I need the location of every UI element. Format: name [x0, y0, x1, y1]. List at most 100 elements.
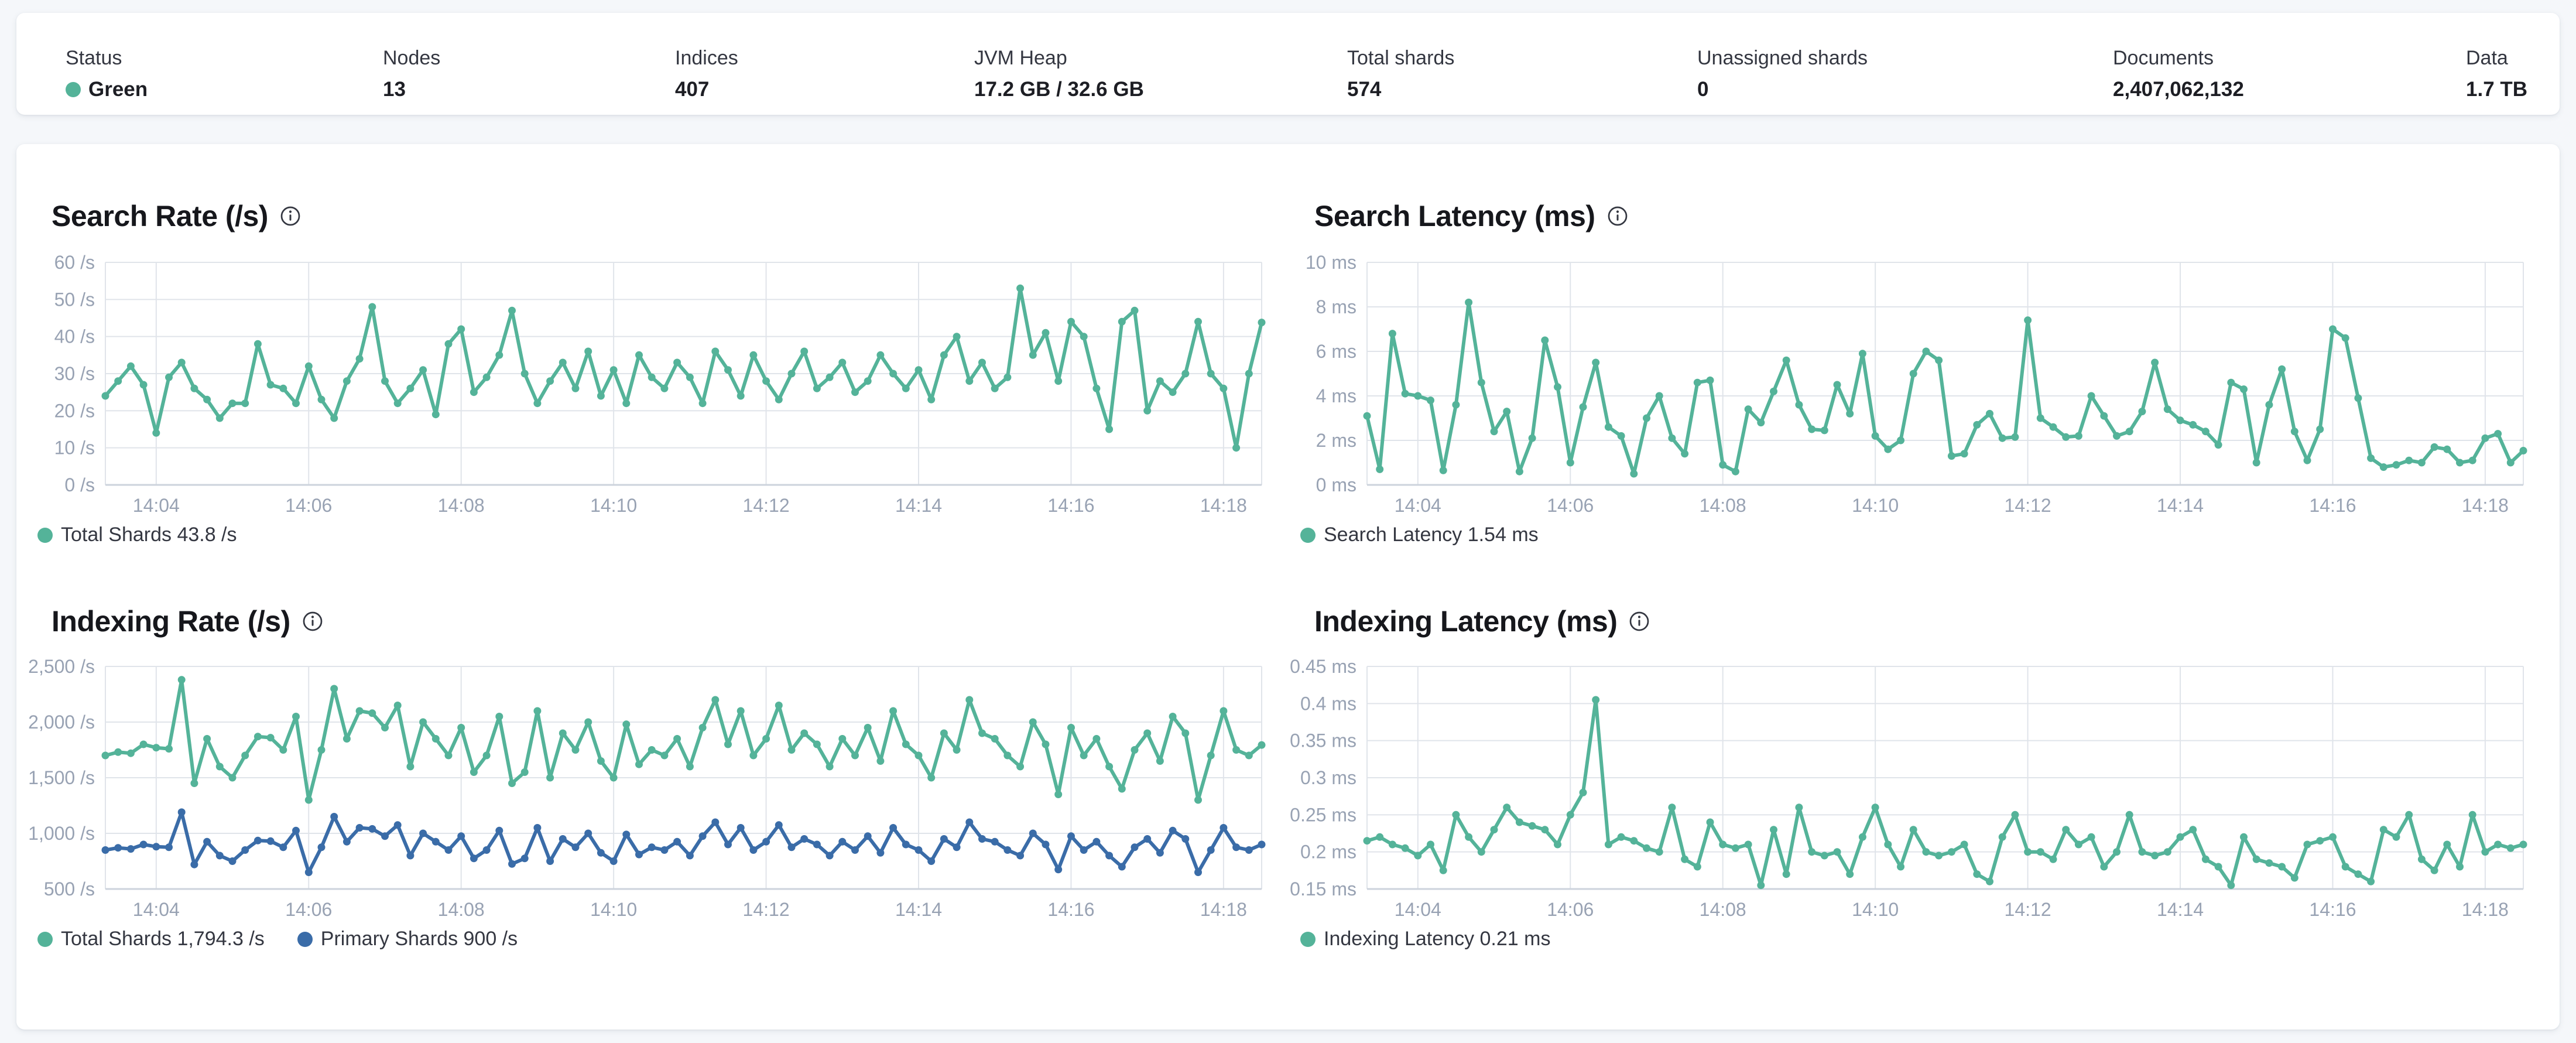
svg-text:14:14: 14:14 — [2157, 899, 2204, 920]
svg-text:30 /s: 30 /s — [54, 363, 95, 384]
svg-text:0 /s: 0 /s — [64, 474, 95, 495]
svg-text:60 /s: 60 /s — [54, 252, 95, 273]
svg-text:14:16: 14:16 — [1047, 495, 1094, 516]
legend-item[interactable]: Indexing Latency 0.21 ms — [1300, 928, 1550, 950]
svg-text:2 ms: 2 ms — [1316, 430, 1356, 451]
svg-text:50 /s: 50 /s — [54, 289, 95, 310]
search-latency-section: Search Latency (ms) — [1314, 199, 1628, 233]
svg-text:8 ms: 8 ms — [1316, 296, 1356, 317]
svg-text:2,500 /s: 2,500 /s — [28, 656, 95, 677]
svg-text:0.3 ms: 0.3 ms — [1300, 767, 1356, 788]
stat-value: 17.2 GB / 32.6 GB — [974, 78, 1144, 101]
info-icon[interactable] — [280, 206, 301, 227]
legend-dot-icon — [37, 527, 53, 543]
svg-text:14:06: 14:06 — [285, 899, 332, 920]
svg-text:14:10: 14:10 — [1852, 899, 1899, 920]
svg-text:14:14: 14:14 — [2157, 495, 2204, 516]
legend-item[interactable]: Search Latency 1.54 ms — [1300, 524, 1539, 546]
stat-jvm-heap: JVM Heap 17.2 GB / 32.6 GB — [974, 47, 1144, 101]
svg-text:14:18: 14:18 — [2462, 495, 2509, 516]
legend-label: Total Shards 1,794.3 /s — [61, 928, 265, 950]
stat-nodes: Nodes 13 — [383, 47, 440, 101]
indexing-latency-section: Indexing Latency (ms) — [1314, 604, 1650, 638]
health-status-dot-icon — [66, 82, 81, 97]
svg-text:40 /s: 40 /s — [54, 326, 95, 347]
legend-dot-icon — [37, 931, 53, 947]
stat-label: Nodes — [383, 47, 441, 69]
svg-text:14:06: 14:06 — [1547, 495, 1594, 516]
svg-text:14:12: 14:12 — [743, 495, 790, 516]
stat-indices: Indices 407 — [675, 47, 738, 101]
svg-text:14:18: 14:18 — [1200, 899, 1247, 920]
svg-text:2,000 /s: 2,000 /s — [28, 712, 95, 733]
stat-unassigned-shards: Unassigned shards 0 — [1697, 47, 1868, 101]
svg-text:14:08: 14:08 — [438, 495, 485, 516]
info-icon[interactable] — [1607, 206, 1628, 227]
svg-text:14:04: 14:04 — [1395, 495, 1441, 516]
svg-text:14:10: 14:10 — [590, 495, 637, 516]
stat-value: 574 — [1347, 78, 1382, 101]
indexing-latency-chart-canvas[interactable]: 0.15 ms 0.2 ms 0.25 ms 0.3 ms 0.35 ms 0.4 ms 0… — [1278, 655, 2530, 921]
svg-text:14:06: 14:06 — [1547, 899, 1594, 920]
legend-label: Indexing Latency 0.21 ms — [1324, 928, 1551, 950]
stat-label: Status — [66, 47, 122, 69]
svg-text:0.4 ms: 0.4 ms — [1300, 693, 1356, 714]
stat-label: Documents — [2113, 47, 2214, 69]
svg-text:4 ms: 4 ms — [1316, 385, 1356, 406]
svg-text:14:08: 14:08 — [1700, 495, 1746, 516]
stat-data: Data 1.7 TB — [2466, 47, 2527, 101]
svg-text:1,000 /s: 1,000 /s — [28, 823, 95, 844]
svg-text:14:14: 14:14 — [895, 899, 942, 920]
charts-panel: Search Rate (/s) 0 /s 10 /s 20 /s 30 /s 40 /… — [16, 144, 2560, 1030]
indexing-rate-chart-canvas[interactable]: 500 /s 1,000 /s 1,500 /s 2,000 /s 2,500 /s 14… — [16, 655, 1269, 921]
svg-text:14:16: 14:16 — [1047, 899, 1094, 920]
chart-title-indexing-latency: Indexing Latency (ms) — [1314, 604, 1650, 638]
chart-title-text: Indexing Latency (ms) — [1314, 605, 1618, 638]
stat-value: 407 — [675, 78, 710, 101]
legend-dot-icon — [1300, 931, 1316, 947]
svg-text:10 ms: 10 ms — [1306, 252, 1356, 273]
svg-text:14:04: 14:04 — [1395, 899, 1441, 920]
svg-text:0 ms: 0 ms — [1316, 474, 1356, 495]
svg-text:0.15 ms: 0.15 ms — [1290, 878, 1356, 900]
stat-label: JVM Heap — [974, 47, 1067, 69]
chart-title-text: Search Rate (/s) — [52, 200, 268, 232]
chart-title-search-rate: Search Rate (/s) — [52, 199, 301, 233]
svg-text:20 /s: 20 /s — [54, 400, 95, 421]
info-icon[interactable] — [1629, 611, 1650, 632]
legend-item[interactable]: Primary Shards 900 /s — [297, 928, 518, 950]
svg-text:14:10: 14:10 — [590, 899, 637, 920]
legend-label: Primary Shards 900 /s — [320, 928, 518, 950]
stat-label: Unassigned shards — [1697, 47, 1868, 69]
svg-text:1,500 /s: 1,500 /s — [28, 767, 95, 788]
stat-label: Total shards — [1347, 47, 1455, 69]
stat-value: Green — [88, 78, 148, 101]
search-rate-section: Search Rate (/s) — [52, 199, 301, 233]
search-latency-chart-canvas[interactable]: 0 ms 2 ms 4 ms 6 ms 8 ms 10 ms 14:04 14:06 14:08… — [1278, 251, 2530, 517]
legend-label: Total Shards 43.8 /s — [61, 524, 237, 546]
svg-text:0.2 ms: 0.2 ms — [1300, 842, 1356, 863]
indexing-latency-legend: Indexing Latency 0.21 ms — [1300, 928, 1550, 950]
indexing-rate-section: Indexing Rate (/s) — [52, 604, 323, 638]
svg-text:14:08: 14:08 — [1700, 899, 1746, 920]
svg-text:14:18: 14:18 — [2462, 899, 2509, 920]
search-rate-legend: Total Shards 43.8 /s — [37, 524, 237, 546]
svg-text:14:12: 14:12 — [743, 899, 790, 920]
svg-text:14:04: 14:04 — [133, 899, 180, 920]
stat-value: 2,407,062,132 — [2113, 78, 2244, 101]
legend-item[interactable]: Total Shards 1,794.3 /s — [37, 928, 265, 950]
stat-documents: Documents 2,407,062,132 — [2113, 47, 2244, 101]
svg-text:14:14: 14:14 — [895, 495, 942, 516]
svg-text:14:08: 14:08 — [438, 899, 485, 920]
svg-text:0.25 ms: 0.25 ms — [1290, 804, 1356, 825]
svg-text:0.45 ms: 0.45 ms — [1290, 656, 1356, 677]
search-rate-chart-canvas[interactable]: 0 /s 10 /s 20 /s 30 /s 40 /s 50 /s 60 /s 14:04 1… — [16, 251, 1269, 517]
info-icon[interactable] — [302, 611, 323, 632]
legend-item[interactable]: Total Shards 43.8 /s — [37, 524, 237, 546]
stat-status: Status Green — [66, 47, 148, 101]
svg-text:14:16: 14:16 — [2309, 495, 2356, 516]
chart-title-indexing-rate: Indexing Rate (/s) — [52, 604, 323, 638]
legend-dot-icon — [1300, 527, 1316, 543]
svg-text:14:12: 14:12 — [2005, 899, 2051, 920]
svg-text:14:06: 14:06 — [285, 495, 332, 516]
